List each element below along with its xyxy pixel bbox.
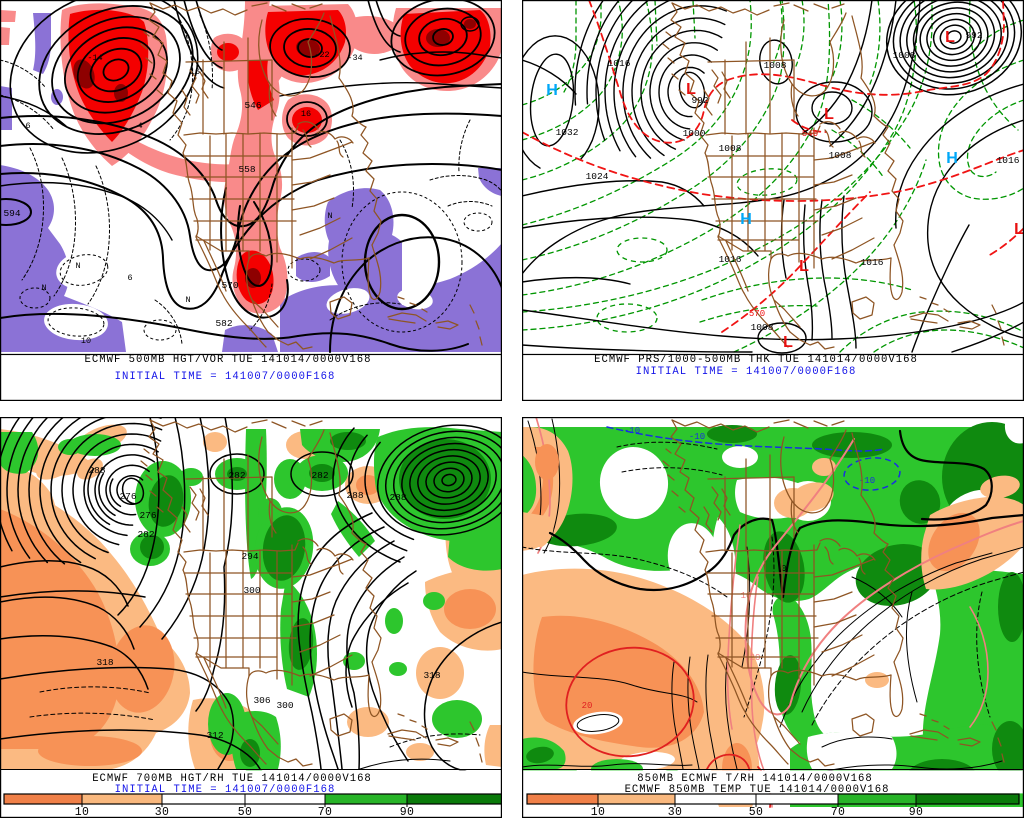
svg-text:ECMWF 850MB TEMP TUE 141014/00: ECMWF 850MB TEMP TUE 141014/0000V168 (625, 784, 890, 796)
svg-text:L: L (824, 106, 834, 123)
svg-text:90: 90 (400, 806, 415, 818)
svg-text:10: 10 (591, 806, 606, 818)
svg-text:992: 992 (691, 95, 708, 106)
svg-text:1024: 1024 (586, 171, 609, 182)
svg-text:50: 50 (238, 806, 253, 818)
svg-text:50: 50 (749, 806, 764, 818)
svg-text:-10: -10 (689, 432, 705, 442)
svg-text:ECMWF PRS/1000-500MB THK TUE 1: ECMWF PRS/1000-500MB THK TUE 141014/0000… (594, 354, 918, 366)
svg-text:306: 306 (253, 695, 270, 706)
svg-text:-22: -22 (314, 50, 329, 60)
svg-text:N: N (327, 211, 332, 221)
svg-text:-34: -34 (347, 53, 362, 63)
svg-text:276: 276 (139, 510, 156, 521)
svg-text:1016: 1016 (608, 58, 631, 69)
svg-text:N: N (41, 283, 46, 293)
svg-text:16: 16 (301, 109, 311, 119)
svg-text:10: 10 (81, 336, 91, 346)
svg-text:850MB ECMWF T/RH 141014/0000V1: 850MB ECMWF T/RH 141014/0000V168 (637, 773, 872, 785)
svg-text:L: L (686, 81, 696, 98)
svg-text:90: 90 (909, 806, 924, 818)
svg-text:282: 282 (311, 470, 328, 481)
svg-text:582: 582 (215, 318, 232, 329)
svg-text:-10: -10 (859, 476, 875, 486)
svg-text:282: 282 (228, 470, 245, 481)
svg-text:1008: 1008 (751, 322, 774, 333)
svg-text:312: 312 (206, 730, 223, 741)
svg-text:L: L (1014, 221, 1024, 238)
svg-text:N: N (185, 295, 190, 305)
svg-text:288: 288 (389, 492, 406, 503)
svg-text:992: 992 (965, 30, 982, 41)
svg-text:0: 0 (781, 564, 786, 574)
svg-text:1008: 1008 (764, 60, 787, 71)
svg-text:-14: -14 (87, 53, 102, 63)
svg-text:ECMWF 700MB HGT/RH TUE 141014/: ECMWF 700MB HGT/RH TUE 141014/0000V168 (92, 773, 372, 785)
svg-text:288: 288 (346, 490, 363, 501)
svg-text:16: 16 (190, 67, 200, 77)
svg-text:1016: 1016 (719, 254, 742, 265)
svg-text:H: H (740, 211, 752, 228)
svg-text:318: 318 (96, 657, 113, 668)
svg-text:570: 570 (749, 309, 765, 319)
svg-text:ECMWF 500MB HGT/VOR TUE 141014: ECMWF 500MB HGT/VOR TUE 141014/0000V168 (85, 354, 372, 366)
svg-text:1008: 1008 (893, 50, 916, 61)
svg-text:558: 558 (238, 164, 255, 175)
svg-text:1016: 1016 (861, 257, 884, 268)
svg-text:1008: 1008 (829, 150, 852, 161)
svg-text:INITIAL TIME = 141007/0000F168: INITIAL TIME = 141007/0000F168 (115, 371, 336, 383)
svg-text:1008: 1008 (719, 143, 742, 154)
svg-text:L: L (783, 334, 793, 351)
svg-text:294: 294 (241, 551, 258, 562)
svg-text:N: N (75, 261, 80, 271)
svg-text:282: 282 (137, 529, 154, 540)
svg-text:20: 20 (582, 701, 593, 711)
svg-text:318: 318 (423, 670, 440, 681)
svg-text:6: 6 (25, 121, 30, 131)
svg-text:30: 30 (155, 806, 170, 818)
svg-text:INITIAL TIME = 141007/0000F168: INITIAL TIME = 141007/0000F168 (115, 784, 336, 796)
svg-text:-10: -10 (624, 426, 640, 436)
svg-text:1000: 1000 (683, 128, 706, 139)
svg-text:INITIAL TIME = 141007/0000F168: INITIAL TIME = 141007/0000F168 (636, 366, 857, 378)
svg-text:300: 300 (276, 700, 293, 711)
svg-text:70: 70 (318, 806, 333, 818)
svg-text:540: 540 (802, 129, 818, 139)
svg-text:288: 288 (88, 465, 105, 476)
svg-text:70: 70 (831, 806, 846, 818)
svg-text:4: 4 (137, 121, 142, 131)
svg-text:300: 300 (243, 585, 260, 596)
svg-text:10: 10 (75, 806, 90, 818)
svg-text:1032: 1032 (556, 127, 579, 138)
svg-text:20: 20 (750, 653, 761, 663)
svg-text:570: 570 (221, 280, 238, 291)
svg-text:H: H (546, 82, 558, 99)
svg-text:6: 6 (127, 273, 132, 283)
svg-text:1016: 1016 (997, 155, 1020, 166)
svg-text:30: 30 (668, 806, 683, 818)
svg-text:276: 276 (119, 491, 136, 502)
svg-text:546: 546 (244, 100, 261, 111)
svg-text:594: 594 (3, 208, 20, 219)
svg-text:10: 10 (741, 591, 752, 601)
svg-text:H: H (946, 150, 958, 167)
svg-text:L: L (799, 258, 809, 275)
svg-text:L: L (945, 29, 955, 46)
